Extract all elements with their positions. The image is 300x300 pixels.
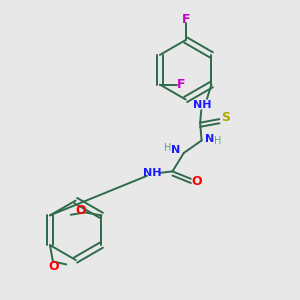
Text: O: O (76, 203, 86, 217)
Text: F: F (177, 78, 186, 91)
Text: N: N (171, 145, 180, 155)
Text: O: O (49, 260, 59, 273)
Text: H: H (164, 142, 171, 153)
Text: O: O (191, 175, 202, 188)
Text: NH: NH (143, 168, 161, 178)
Text: N: N (205, 134, 214, 144)
Text: H: H (214, 136, 222, 146)
Text: NH: NH (193, 100, 212, 110)
Text: S: S (221, 111, 230, 124)
Text: F: F (182, 13, 190, 26)
